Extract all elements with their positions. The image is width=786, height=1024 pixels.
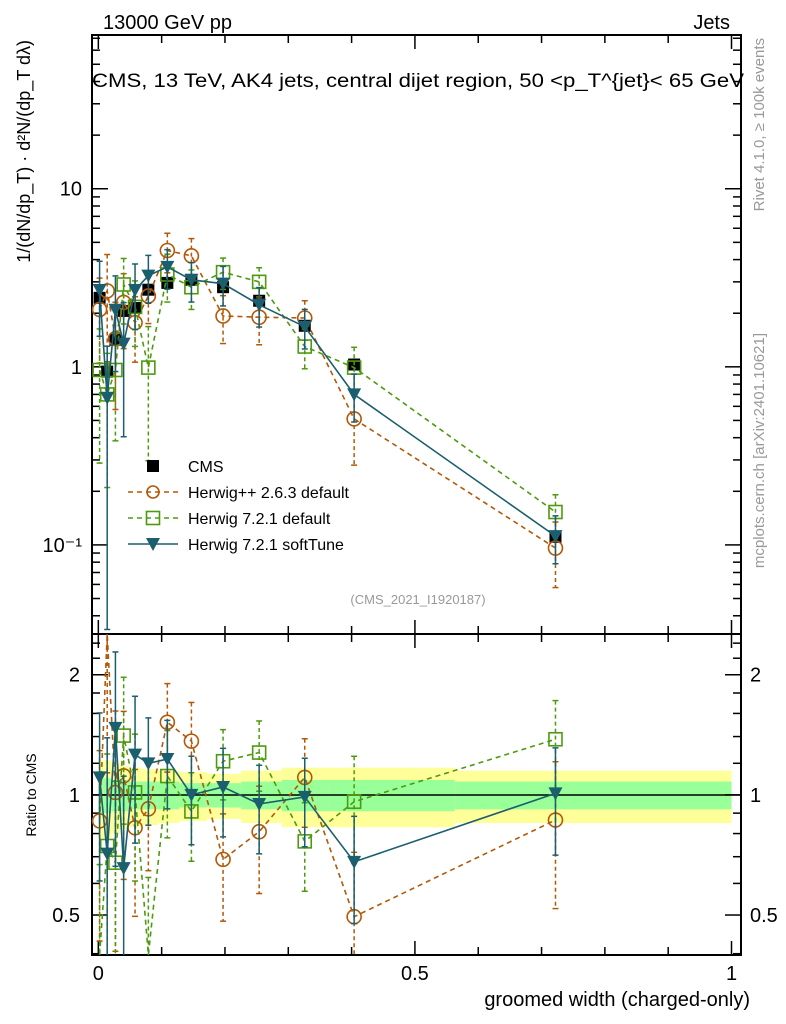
data-point-herwigpp <box>215 308 231 324</box>
data-point-herwig721-softtune <box>216 277 231 291</box>
data-point-herwigpp <box>183 733 200 749</box>
data-point-herwig721-softtune <box>108 303 123 317</box>
series-0 <box>93 273 562 543</box>
legend-label: Herwig 7.2.1 softTune <box>188 537 344 554</box>
data-point-herwigpp <box>215 851 231 868</box>
data-point-herwig721-default <box>141 360 156 375</box>
series-3 <box>92 248 563 955</box>
data-point-herwig721-softtune <box>297 320 312 334</box>
y-tick-label: 10⁻¹ <box>43 535 83 557</box>
data-point-herwig721-softtune <box>184 788 199 802</box>
data-point-herwig721-softtune <box>297 790 312 804</box>
ratio-tick-label: 2 <box>750 665 761 687</box>
legend-label: CMS <box>188 459 224 476</box>
data-point-herwig721-default <box>145 510 161 526</box>
data-point-herwig721-softtune <box>548 787 563 801</box>
data-point-herwig721-softtune <box>160 753 175 767</box>
legend-label: Herwig 7.2.1 default <box>188 511 331 528</box>
rivet-version: Rivet 4.1.0, ≥ 100k events <box>751 38 768 211</box>
header-right: Jets <box>693 12 730 34</box>
data-point-herwig721-softtune <box>100 391 115 405</box>
x-tick-label: 1 <box>726 963 737 985</box>
header-left: 13000 GeV pp <box>103 12 232 34</box>
data-point-herwig721-default <box>548 731 563 747</box>
ratio-tick-label: 2 <box>69 665 80 687</box>
data-point-herwig721-softtune <box>100 847 115 861</box>
data-point-herwig721-softtune <box>116 337 131 351</box>
data-point-herwig721-softtune <box>141 757 156 771</box>
data-point-herwig721-softtune <box>116 862 131 876</box>
data-point-herwig721-softtune <box>184 273 199 287</box>
ratio-tick-label: 1 <box>69 785 80 807</box>
x-tick-label: 0 <box>93 963 104 985</box>
data-point-herwigpp <box>146 485 160 499</box>
data-point-herwig721-softtune <box>252 298 267 312</box>
data-point-herwig721-default <box>251 745 267 760</box>
data-point-herwig721-softtune <box>141 269 156 283</box>
data-point-herwig721-softtune <box>548 530 563 544</box>
ratio-axis-label: Ratio to CMS <box>23 753 39 836</box>
data-point-herwig721-softtune <box>146 538 160 551</box>
data-point-herwig721-softtune <box>108 721 123 735</box>
legend: CMS Herwig++ 2.6.3 default Herwig 7.2.1 de… <box>128 459 350 554</box>
ratio-tick-label: 1 <box>750 785 761 807</box>
x-axis-label: groomed width (charged-only) <box>484 989 750 1011</box>
y-tick-label: 1 <box>71 357 82 379</box>
data-point-herwig721-default <box>346 794 362 810</box>
data-point-herwig721-default <box>92 362 107 378</box>
analysis-id: (CMS_2021_I1920187) <box>350 592 485 607</box>
legend-label: Herwig++ 2.6.3 default <box>188 485 350 502</box>
data-point-herwig721-softtune <box>347 855 362 869</box>
data-point-herwig721-default <box>116 728 131 743</box>
data-point-herwig721-softtune <box>347 388 362 402</box>
series-1 <box>91 232 564 955</box>
ratio-tick-label: 0.5 <box>750 905 778 927</box>
mcplots-credit: mcplots.cern.ch [arXiv:2401.10621] <box>751 333 768 568</box>
data-point-herwig721-softtune <box>92 284 107 298</box>
y-tick-label: 10 <box>60 179 82 201</box>
data-point-herwig721-softtune <box>128 748 143 762</box>
data-point-herwig721-softtune <box>216 781 231 795</box>
plot-title: CMS, 13 TeV, AK4 jets, central dijet reg… <box>92 71 744 92</box>
y-axis-label: 1/(dN/dp_T) · d²N/(dp_T dλ) <box>14 40 35 263</box>
ratio-tick-label: 0.5 <box>52 905 80 927</box>
series-line <box>98 271 556 513</box>
data-point-herwig721-softtune <box>160 260 175 274</box>
data-point-herwig721-softtune <box>252 797 267 811</box>
series-line <box>98 249 556 549</box>
data-point-herwig721-softtune <box>92 771 107 785</box>
data-point-cms <box>147 460 159 472</box>
x-tick-label: 0.5 <box>401 963 429 985</box>
data-point-herwig721-softtune <box>128 284 143 298</box>
